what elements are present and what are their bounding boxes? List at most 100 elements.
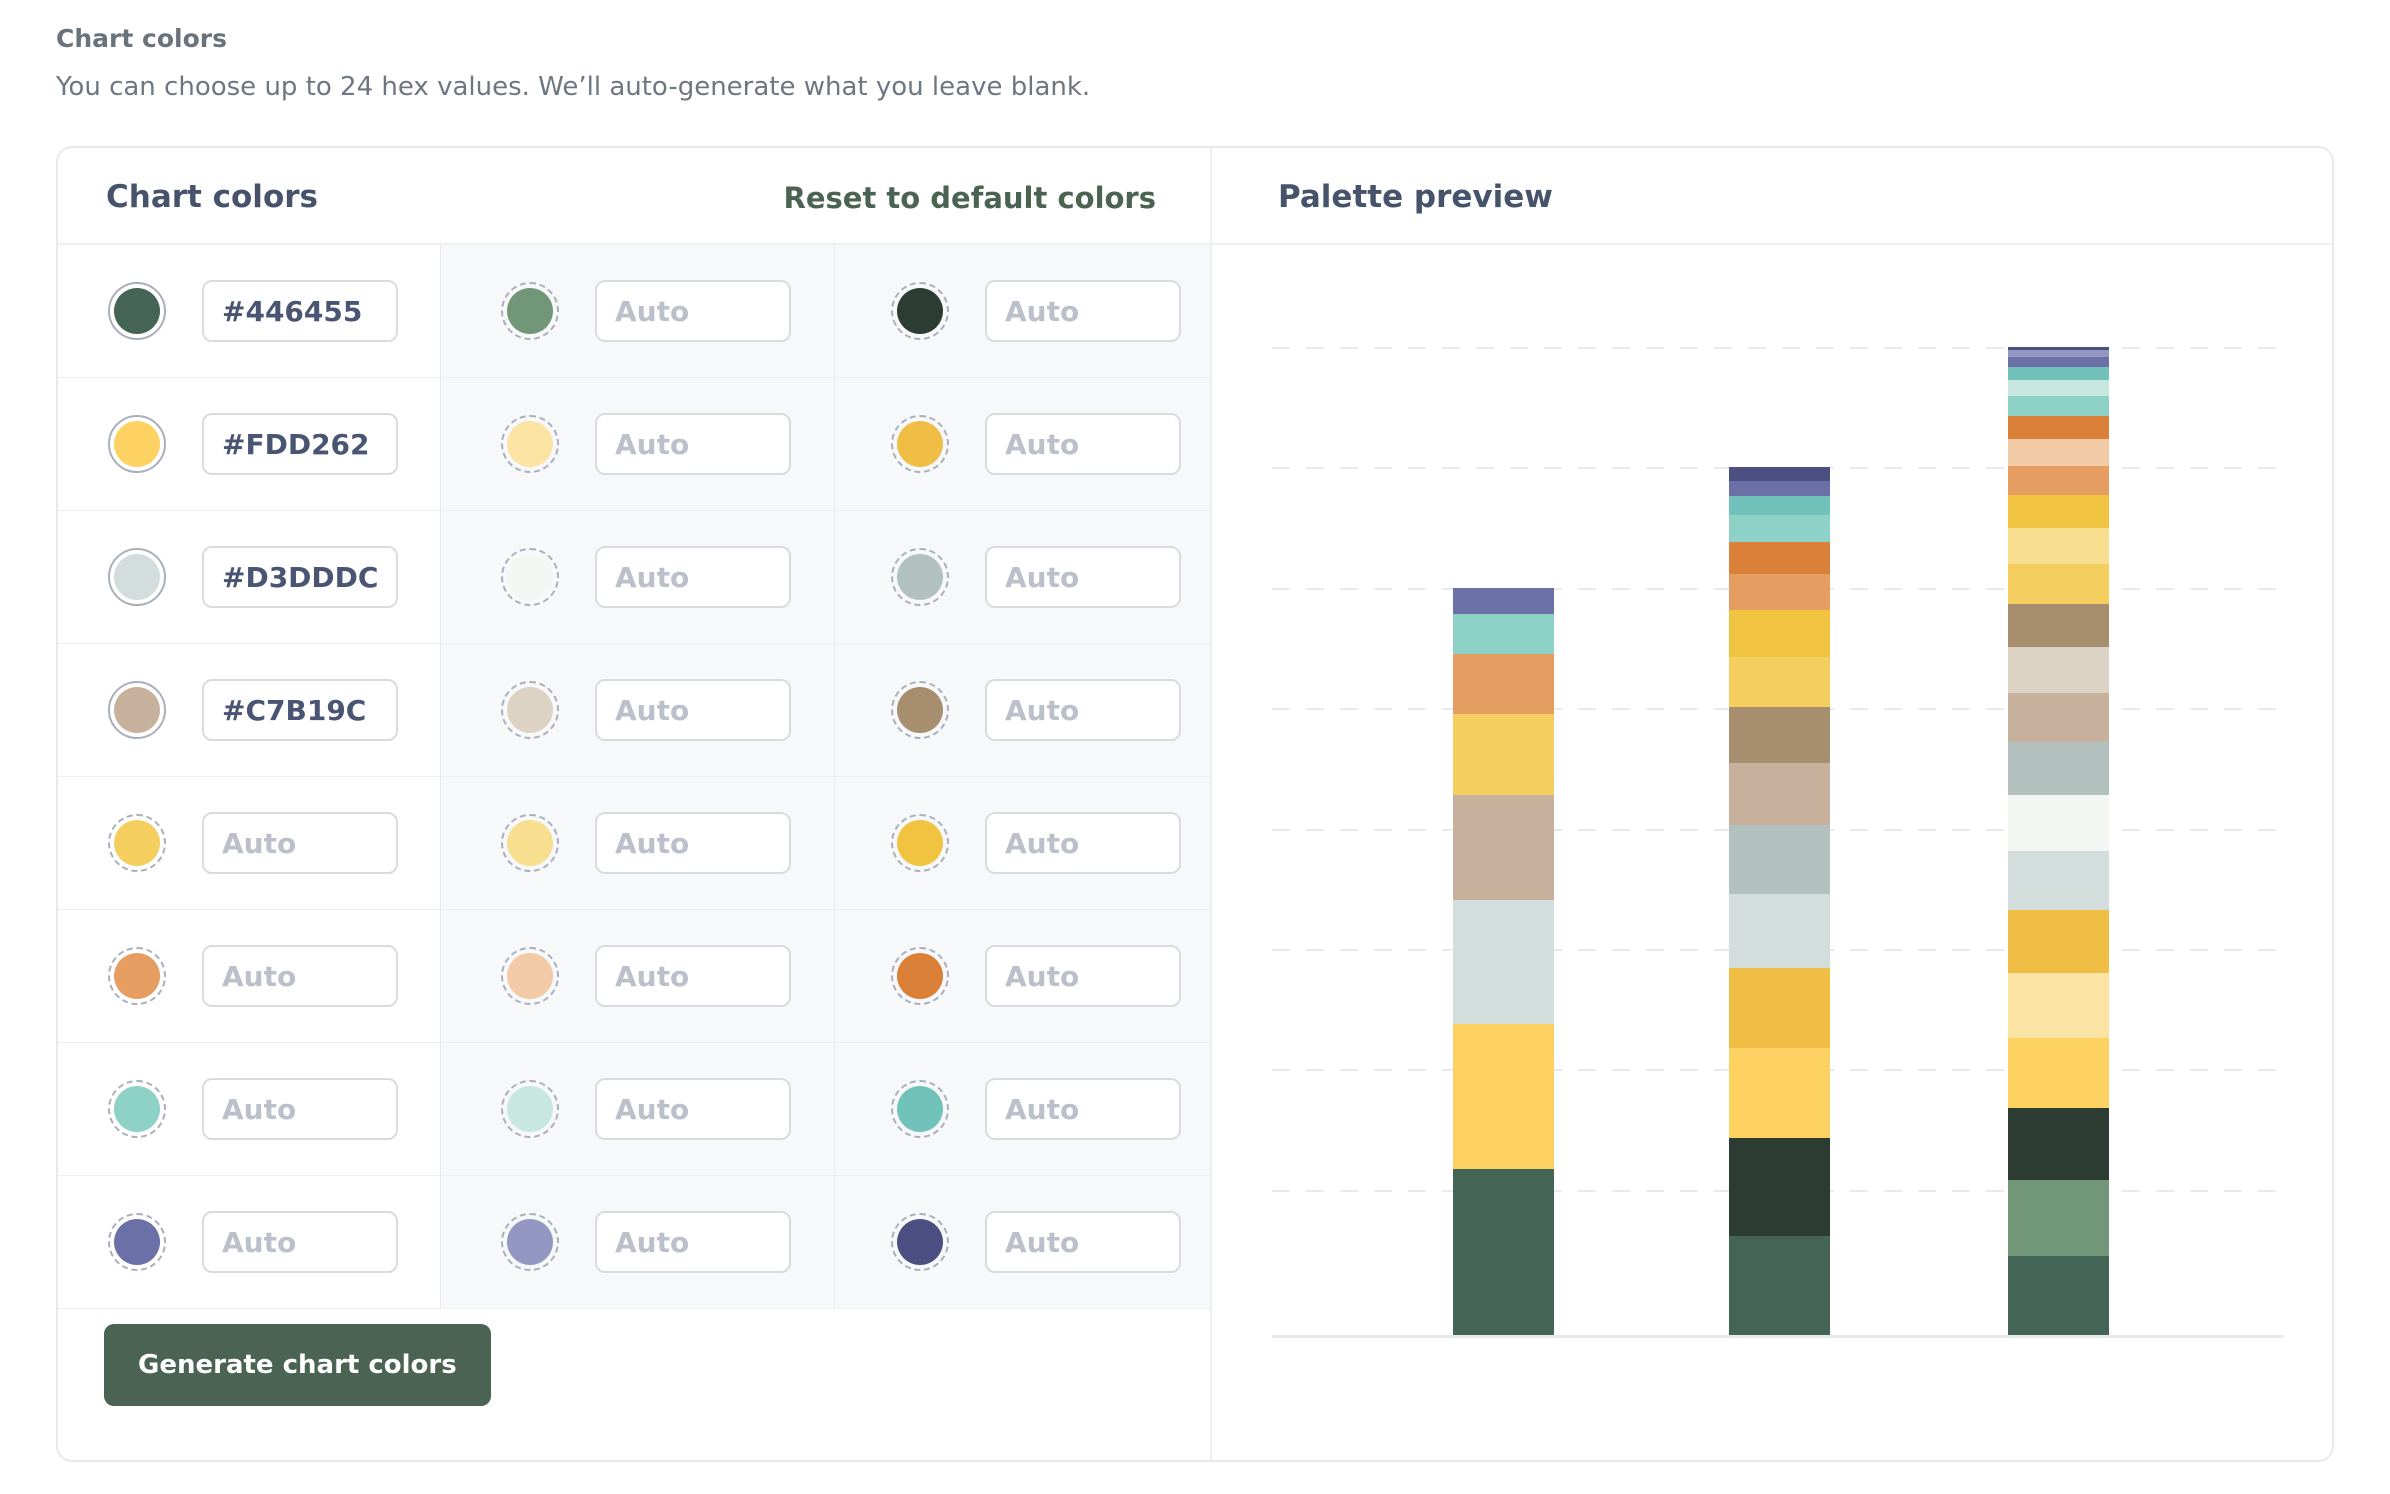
swatch-cell	[58, 1176, 441, 1308]
hex-input[interactable]	[202, 1078, 398, 1140]
bar-segment	[1729, 762, 1830, 825]
bar-segment	[2008, 465, 2109, 496]
color-swatch[interactable]	[891, 415, 949, 473]
bar-segment	[1729, 480, 1830, 497]
color-swatch[interactable]	[891, 681, 949, 739]
swatch-cell	[835, 245, 1210, 377]
hex-input[interactable]	[985, 413, 1181, 475]
color-swatch[interactable]	[501, 947, 559, 1005]
color-swatch[interactable]	[108, 548, 166, 606]
color-swatch[interactable]	[108, 814, 166, 872]
bar-segment	[1729, 656, 1830, 708]
swatch-cell	[441, 378, 835, 510]
bar-segment	[1729, 610, 1830, 657]
color-swatch[interactable]	[108, 1080, 166, 1138]
editor-header: Chart colors Reset to default colors	[58, 148, 1210, 245]
color-swatch-fill	[114, 1086, 160, 1132]
palette-row	[58, 1043, 1210, 1176]
reset-to-default-colors-link[interactable]: Reset to default colors	[783, 181, 1156, 215]
bar-segment	[1453, 1023, 1554, 1170]
bar-segment	[1453, 713, 1554, 795]
hex-input[interactable]	[985, 945, 1181, 1007]
color-swatch-fill	[897, 953, 943, 999]
hex-input[interactable]	[595, 1078, 791, 1140]
bar-segment	[1729, 467, 1830, 481]
color-swatch[interactable]	[891, 1213, 949, 1271]
swatch-cell	[835, 910, 1210, 1042]
hex-input[interactable]	[595, 945, 791, 1007]
chart-gridline	[1272, 347, 2284, 349]
hex-input[interactable]	[595, 679, 791, 741]
color-swatch-fill	[114, 554, 160, 600]
color-swatch[interactable]	[891, 814, 949, 872]
swatch-cell	[58, 777, 441, 909]
hex-input[interactable]	[595, 812, 791, 874]
bar-segment	[1729, 541, 1830, 574]
bar-segment	[1729, 573, 1830, 611]
hex-input[interactable]	[595, 413, 791, 475]
hex-input[interactable]	[202, 413, 398, 475]
chart-colors-card: Chart colors Reset to default colors Gen…	[56, 146, 2334, 1462]
palette-row	[58, 644, 1210, 777]
bar-segment	[1729, 1138, 1830, 1236]
generate-chart-colors-button[interactable]: Generate chart colors	[104, 1324, 491, 1406]
swatch-cell	[441, 910, 835, 1042]
palette-editor-panel: Chart colors Reset to default colors Gen…	[58, 148, 1212, 1460]
hex-input[interactable]	[202, 280, 398, 342]
bar-segment	[2008, 1038, 2109, 1108]
color-swatch-fill	[507, 953, 553, 999]
bar-segment	[1729, 967, 1830, 1048]
color-swatch[interactable]	[891, 548, 949, 606]
color-swatch[interactable]	[501, 681, 559, 739]
stacked-bar	[2008, 347, 2109, 1335]
color-swatch[interactable]	[891, 282, 949, 340]
color-swatch-fill	[114, 288, 160, 334]
hex-input[interactable]	[985, 679, 1181, 741]
hex-input[interactable]	[595, 280, 791, 342]
color-swatch[interactable]	[108, 1213, 166, 1271]
color-swatch[interactable]	[501, 814, 559, 872]
hex-input[interactable]	[202, 945, 398, 1007]
swatch-cell	[835, 644, 1210, 776]
color-swatch-fill	[897, 687, 943, 733]
color-swatch[interactable]	[501, 548, 559, 606]
color-swatch-fill	[507, 288, 553, 334]
color-swatch[interactable]	[108, 415, 166, 473]
palette-row	[58, 378, 1210, 511]
color-swatch[interactable]	[108, 282, 166, 340]
hex-input[interactable]	[202, 812, 398, 874]
bar-segment	[2008, 564, 2109, 604]
preview-header: Palette preview	[1212, 148, 2332, 245]
hex-input[interactable]	[595, 1211, 791, 1273]
color-swatch[interactable]	[891, 947, 949, 1005]
color-swatch[interactable]	[501, 1080, 559, 1138]
bar-segment	[2008, 692, 2109, 743]
color-swatch[interactable]	[501, 282, 559, 340]
color-swatch[interactable]	[501, 1213, 559, 1271]
hex-input[interactable]	[985, 546, 1181, 608]
editor-heading: Chart colors	[106, 179, 318, 215]
page-title: Chart colors	[56, 24, 227, 53]
bar-segment	[2008, 366, 2109, 380]
bar-segment	[1729, 1235, 1830, 1335]
color-swatch[interactable]	[891, 1080, 949, 1138]
bar-segment	[2008, 356, 2109, 367]
hex-input[interactable]	[985, 1078, 1181, 1140]
swatch-cell	[441, 1043, 835, 1175]
hex-input[interactable]	[202, 1211, 398, 1273]
hex-input[interactable]	[202, 679, 398, 741]
bar-segment	[1453, 900, 1554, 1024]
hex-input[interactable]	[985, 1211, 1181, 1273]
hex-input[interactable]	[985, 812, 1181, 874]
hex-input[interactable]	[595, 546, 791, 608]
chart-baseline	[1272, 1335, 2284, 1338]
hex-input[interactable]	[202, 546, 398, 608]
hex-input[interactable]	[985, 280, 1181, 342]
color-swatch-fill	[897, 288, 943, 334]
color-swatch[interactable]	[108, 681, 166, 739]
bar-segment	[2008, 972, 2109, 1039]
bar-segment	[1729, 707, 1830, 763]
color-swatch[interactable]	[501, 415, 559, 473]
color-swatch[interactable]	[108, 947, 166, 1005]
bar-segment	[2008, 1255, 2109, 1335]
